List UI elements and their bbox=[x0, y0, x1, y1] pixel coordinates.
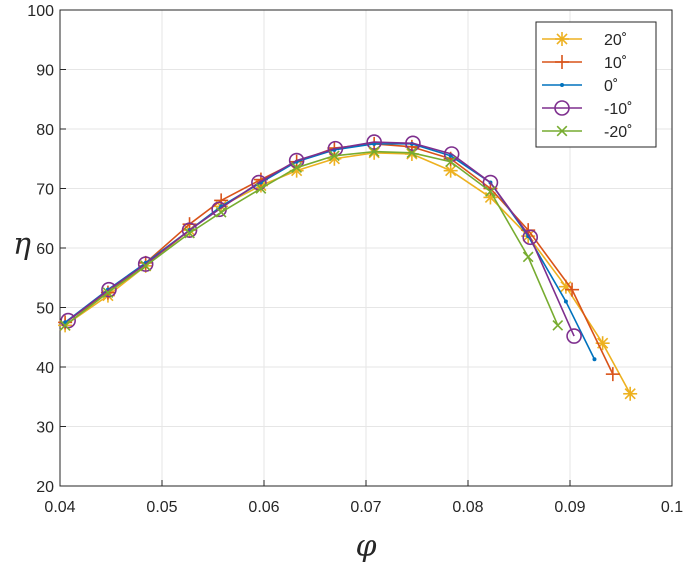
legend-label: -20˚ bbox=[604, 124, 632, 141]
data-point bbox=[555, 55, 569, 69]
series-0˚ bbox=[63, 141, 597, 362]
data-point bbox=[368, 146, 380, 157]
x-axis-label: φ bbox=[355, 529, 376, 562]
axis-ticks: 0.04 0.05 0.06 0.07 0.08 0.09 0.1 20 30 40 50 60 70 8… bbox=[27, 3, 683, 516]
data-point bbox=[482, 174, 499, 191]
y-tick-label: 20 bbox=[36, 479, 54, 496]
data-point bbox=[181, 222, 198, 238]
data-point bbox=[552, 319, 564, 331]
legend-entry: -20˚ bbox=[542, 124, 632, 141]
legend-entry: 0˚ bbox=[542, 78, 618, 95]
y-tick-label: 60 bbox=[36, 241, 54, 258]
series--20˚ bbox=[59, 146, 564, 331]
legend-label: 10˚ bbox=[604, 55, 627, 72]
legend-entry: 20˚ bbox=[542, 32, 627, 49]
legend-label: -10˚ bbox=[604, 101, 632, 118]
x-tick-label: 0.09 bbox=[554, 499, 585, 516]
data-point bbox=[560, 83, 564, 87]
data-point bbox=[556, 125, 568, 137]
y-tick-label: 80 bbox=[36, 122, 54, 139]
y-tick-label: 90 bbox=[36, 63, 54, 80]
data-point bbox=[140, 260, 152, 272]
data-point bbox=[565, 282, 580, 297]
y-tick-label: 30 bbox=[36, 420, 54, 437]
data-point bbox=[522, 251, 534, 263]
series-line bbox=[67, 141, 575, 337]
data-point bbox=[291, 162, 303, 174]
legend: 20˚ 10˚ 0˚ -10˚ -20˚ bbox=[535, 21, 657, 148]
x-tick-label: 0.05 bbox=[146, 499, 177, 516]
series-10˚ bbox=[58, 136, 620, 382]
y-tick-label: 70 bbox=[36, 182, 54, 199]
data-point bbox=[366, 134, 382, 150]
data-point bbox=[605, 367, 620, 382]
data-point bbox=[623, 386, 638, 401]
x-tick-label: 0.1 bbox=[661, 499, 683, 516]
data-point bbox=[101, 281, 117, 298]
data-point bbox=[443, 163, 458, 178]
data-point bbox=[485, 186, 496, 197]
y-tick-label: 40 bbox=[36, 360, 54, 377]
data-point bbox=[255, 183, 267, 194]
x-tick-label: 0.06 bbox=[248, 499, 279, 516]
series-group bbox=[58, 134, 638, 401]
data-point bbox=[137, 256, 154, 272]
data-point bbox=[555, 32, 569, 46]
y-axis-label: η bbox=[13, 227, 31, 262]
legend-label: 0˚ bbox=[604, 78, 618, 95]
data-point bbox=[592, 357, 597, 362]
y-tick-label: 50 bbox=[36, 301, 54, 318]
data-point bbox=[566, 328, 582, 344]
data-point bbox=[554, 100, 570, 116]
data-point bbox=[102, 287, 114, 298]
data-point bbox=[405, 135, 421, 152]
data-point bbox=[563, 299, 568, 304]
x-tick-label: 0.08 bbox=[452, 499, 483, 516]
data-point bbox=[59, 319, 71, 331]
series-line bbox=[64, 150, 559, 326]
x-tick-label: 0.07 bbox=[350, 499, 381, 516]
data-point bbox=[406, 147, 418, 159]
data-point bbox=[329, 150, 340, 162]
series-line bbox=[64, 143, 596, 360]
x-tick-label: 0.04 bbox=[44, 499, 75, 516]
data-point bbox=[215, 206, 227, 218]
data-point bbox=[445, 156, 457, 168]
data-point bbox=[522, 229, 539, 246]
series--10˚ bbox=[60, 134, 582, 344]
data-point bbox=[184, 227, 195, 239]
legend-entry: -10˚ bbox=[542, 100, 632, 118]
legend-entry: 10˚ bbox=[542, 55, 627, 72]
y-tick-label: 100 bbox=[27, 3, 54, 20]
data-point bbox=[367, 145, 382, 160]
legend-label: 20˚ bbox=[604, 32, 627, 49]
